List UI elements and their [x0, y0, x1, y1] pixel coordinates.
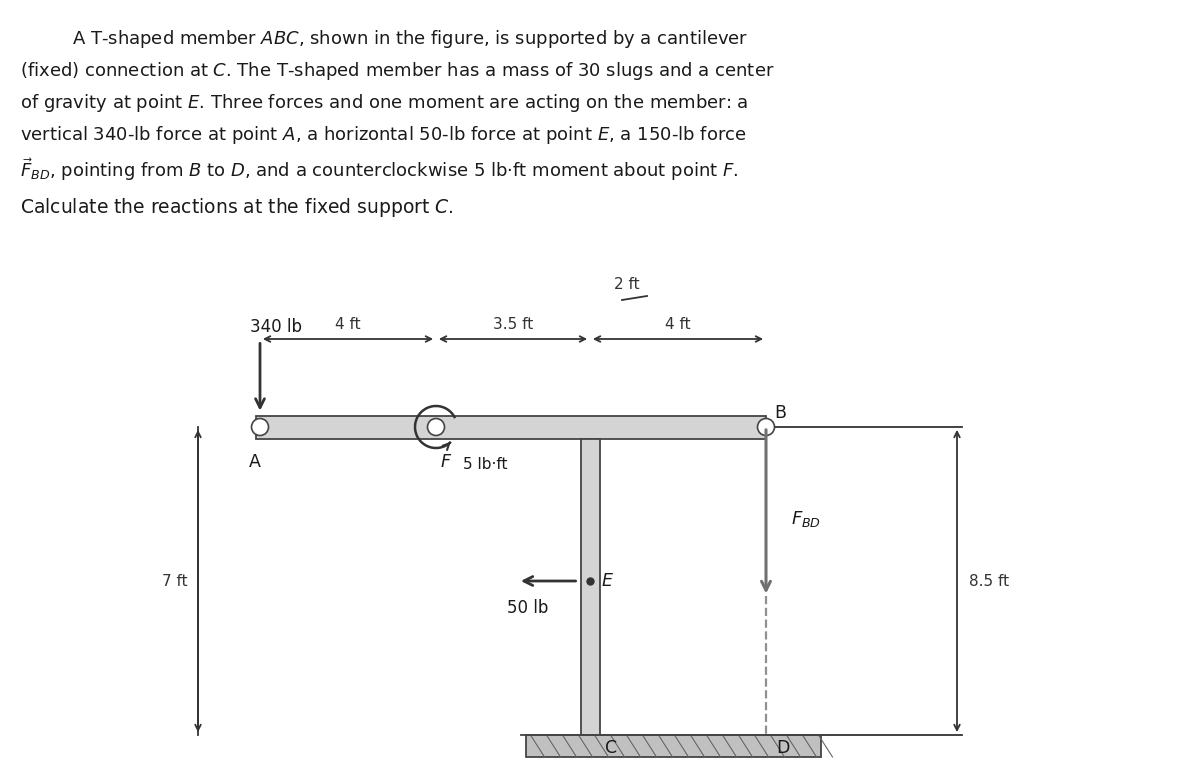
Text: A T-shaped member $\mathit{ABC}$, shown in the figure, is supported by a cantile: A T-shaped member $\mathit{ABC}$, shown …	[55, 28, 749, 50]
Text: vertical 340-lb force at point $\mathit{A}$, a horizontal 50-lb force at point $: vertical 340-lb force at point $\mathit{…	[20, 124, 746, 146]
Text: $F_{BD}$: $F_{BD}$	[791, 509, 821, 529]
Bar	[256, 415, 766, 439]
Text: A: A	[250, 453, 260, 471]
Circle shape	[757, 418, 774, 436]
Text: E: E	[602, 572, 613, 590]
Circle shape	[427, 418, 444, 436]
Text: 4 ft: 4 ft	[665, 317, 691, 332]
Text: of gravity at point $\mathit{E}$. Three forces and one moment are acting on the : of gravity at point $\mathit{E}$. Three …	[20, 92, 749, 114]
Text: 8.5 ft: 8.5 ft	[970, 573, 1009, 589]
Text: C: C	[606, 739, 618, 757]
Text: (fixed) connection at $\mathit{C}$. The T-shaped member has a mass of 30 slugs a: (fixed) connection at $\mathit{C}$. The …	[20, 60, 774, 82]
Text: F: F	[442, 453, 451, 471]
Text: $\vec{F}_{BD}$, pointing from $\mathit{B}$ to $\mathit{D}$, and a counterclockwi: $\vec{F}_{BD}$, pointing from $\mathit{B…	[20, 156, 738, 183]
Text: D: D	[776, 739, 790, 757]
Text: 2 ft: 2 ft	[614, 277, 640, 292]
Text: 50 lb: 50 lb	[508, 599, 548, 617]
Text: 340 lb: 340 lb	[250, 317, 302, 335]
Text: 4 ft: 4 ft	[335, 317, 361, 332]
Text: Calculate the reactions at the fixed support $C$.: Calculate the reactions at the fixed sup…	[20, 196, 454, 219]
Text: B: B	[774, 404, 786, 422]
Bar	[526, 735, 821, 757]
Text: 3.5 ft: 3.5 ft	[493, 317, 533, 332]
Bar	[581, 439, 600, 735]
Circle shape	[252, 418, 269, 436]
Text: 7 ft: 7 ft	[162, 573, 188, 589]
Text: 5 lb·ft: 5 lb·ft	[463, 457, 508, 472]
